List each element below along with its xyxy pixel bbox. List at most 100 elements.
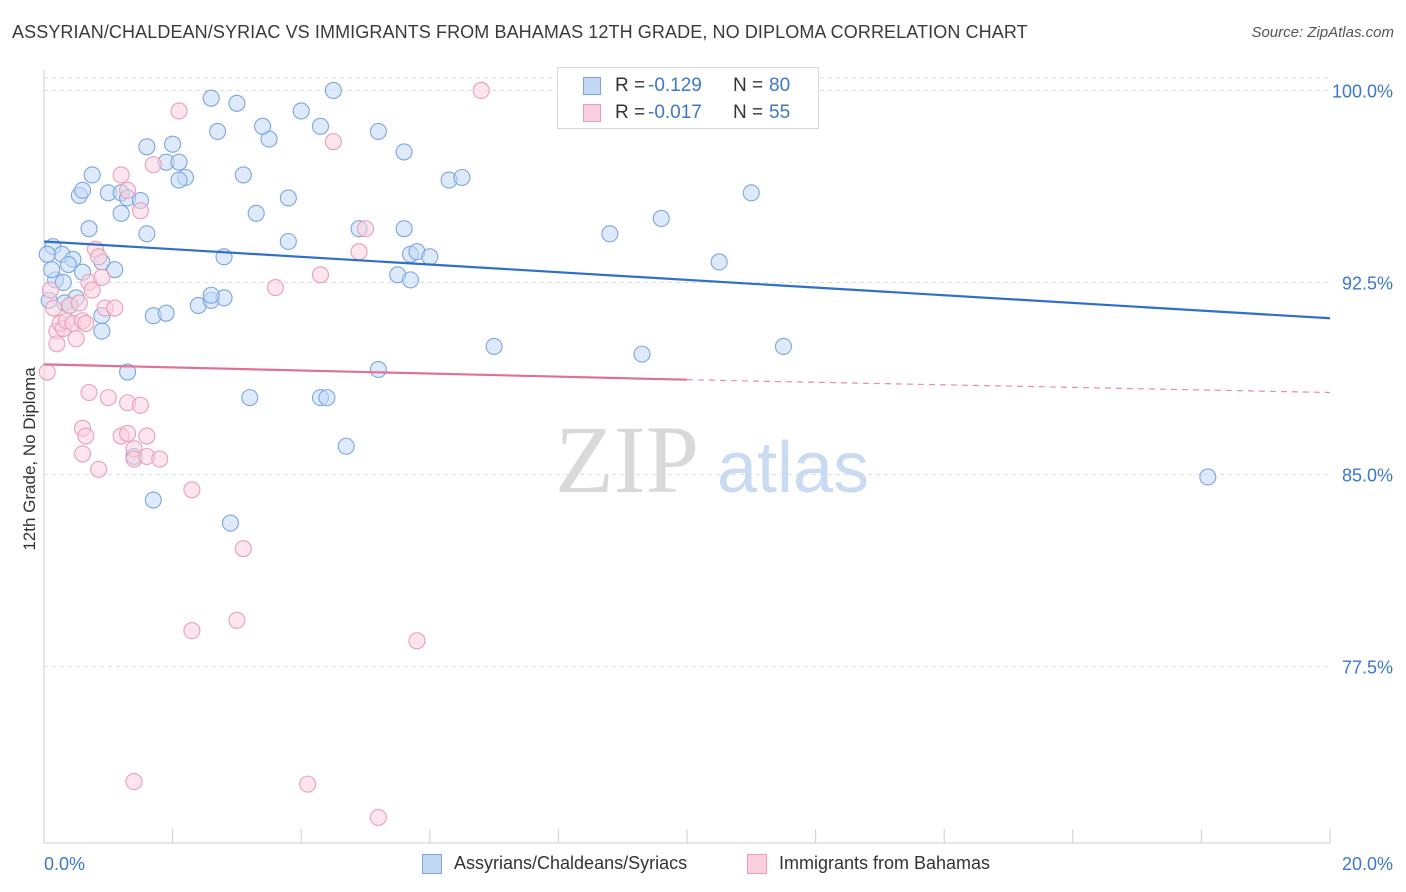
stats-n-value: 80 — [769, 75, 791, 96]
data-point-bahamas — [350, 243, 368, 261]
data-point-assyrians — [633, 345, 651, 363]
legend-label: Immigrants from Bahamas — [779, 853, 991, 873]
data-point-bahamas — [356, 220, 375, 238]
data-point-assyrians — [369, 122, 387, 140]
trend-line-assyrians — [43, 240, 1331, 320]
data-point-assyrians — [324, 81, 342, 100]
y-tick-label: 77.5% — [1342, 657, 1393, 677]
data-point-assyrians — [170, 153, 188, 171]
watermark-atlas: atlas — [717, 428, 869, 508]
data-point-assyrians — [395, 220, 413, 238]
data-point-assyrians — [601, 225, 619, 243]
data-point-assyrians — [292, 102, 310, 120]
data-point-assyrians — [254, 117, 272, 135]
data-point-assyrians — [138, 138, 156, 156]
stats-r-value: -0.129 — [648, 75, 702, 96]
data-point-bahamas — [106, 299, 124, 317]
x-tick-label: 20.0% — [1342, 854, 1393, 874]
stats-row-1: R = -0.129 N = 80 — [558, 75, 818, 101]
data-point-assyrians — [241, 389, 259, 407]
data-point-bahamas — [80, 383, 98, 402]
data-point-bahamas — [45, 299, 63, 317]
tick-labels: 77.5% 85.0% 92.5% 100.0% 0.0% 20.0% — [44, 81, 1393, 874]
data-point-bahamas — [472, 81, 490, 100]
data-point-assyrians — [80, 220, 98, 238]
data-point-assyrians — [93, 322, 111, 340]
data-point-assyrians — [228, 94, 246, 112]
data-point-assyrians — [59, 255, 77, 274]
data-point-bahamas — [170, 102, 188, 120]
data-point-bahamas — [83, 281, 101, 299]
watermark: ZIP atlas — [555, 406, 869, 513]
data-point-assyrians — [43, 261, 61, 279]
data-point-assyrians — [710, 253, 728, 271]
data-point-bahamas — [119, 181, 137, 199]
trend-lines — [43, 240, 1331, 394]
data-point-assyrians — [38, 245, 56, 263]
legend-label: Assyrians/Chaldeans/Syriacs — [454, 853, 688, 873]
data-point-bahamas — [77, 427, 95, 445]
data-point-bahamas — [228, 611, 246, 629]
data-point-assyrians — [279, 189, 297, 207]
data-point-bahamas — [138, 427, 156, 445]
data-point-assyrians — [395, 143, 413, 161]
data-point-assyrians — [164, 135, 182, 153]
data-point-assyrians — [202, 286, 220, 304]
data-point-assyrians — [369, 360, 387, 379]
data-point-assyrians — [247, 204, 265, 222]
data-point-bahamas — [408, 632, 426, 650]
stats-row-2: R = -0.017 N = 55 — [558, 102, 818, 128]
legend-swatch-blue — [422, 854, 442, 874]
data-point-bahamas — [369, 808, 387, 826]
data-point-assyrians — [138, 225, 156, 243]
data-point-bahamas — [99, 389, 117, 407]
data-point-assyrians — [83, 166, 101, 184]
data-point-assyrians — [119, 363, 137, 381]
data-point-assyrians — [209, 122, 227, 140]
data-point-bahamas — [38, 363, 56, 381]
data-point-bahamas — [183, 622, 201, 640]
data-point-bahamas — [266, 279, 285, 297]
data-point-assyrians — [202, 89, 220, 107]
legend: Assyrians/Chaldeans/Syriacs Immigrants f… — [0, 853, 1406, 877]
data-point-assyrians — [112, 204, 130, 222]
data-point-assyrians — [74, 181, 92, 199]
stats-n-label: N = — [733, 75, 764, 96]
data-point-bahamas — [311, 266, 330, 284]
stats-swatch-pink — [583, 104, 601, 122]
data-point-bahamas — [299, 775, 317, 793]
data-point-assyrians — [742, 184, 760, 202]
y-tick-label: 100.0% — [1332, 81, 1393, 101]
data-point-assyrians — [453, 168, 471, 187]
data-point-bahamas — [90, 460, 108, 478]
data-point-assyrians — [234, 166, 252, 184]
data-point-assyrians — [485, 337, 503, 355]
stats-r-label: R = — [615, 75, 646, 96]
data-point-assyrians — [421, 248, 439, 266]
data-point-assyrians — [279, 232, 297, 251]
chart-title: ASSYRIAN/CHALDEAN/SYRIAC VS IMMIGRANTS F… — [12, 22, 1028, 42]
data-point-assyrians — [221, 514, 240, 532]
data-point-bahamas — [90, 248, 108, 266]
data-point-assyrians — [1199, 468, 1217, 486]
data-point-bahamas — [144, 156, 162, 174]
data-point-bahamas — [67, 330, 85, 348]
data-point-bahamas — [234, 540, 252, 558]
stats-swatch-blue — [583, 77, 601, 95]
data-point-assyrians — [337, 437, 355, 455]
data-point-assyrians — [157, 304, 175, 322]
x-tick-label: 0.0% — [44, 854, 85, 874]
data-point-bahamas — [41, 281, 59, 299]
y-tick-label: 85.0% — [1342, 465, 1393, 485]
data-point-assyrians — [170, 171, 188, 189]
stats-r-label: R = — [615, 102, 646, 123]
data-point-bahamas — [183, 481, 201, 499]
data-point-assyrians — [144, 491, 162, 509]
data-point-bahamas — [93, 268, 111, 286]
y-tick-label: 92.5% — [1342, 273, 1393, 293]
stats-n-label: N = — [733, 102, 764, 123]
watermark-zip: ZIP — [555, 406, 699, 513]
data-point-bahamas — [131, 202, 149, 220]
stats-r-value: -0.017 — [648, 102, 702, 123]
